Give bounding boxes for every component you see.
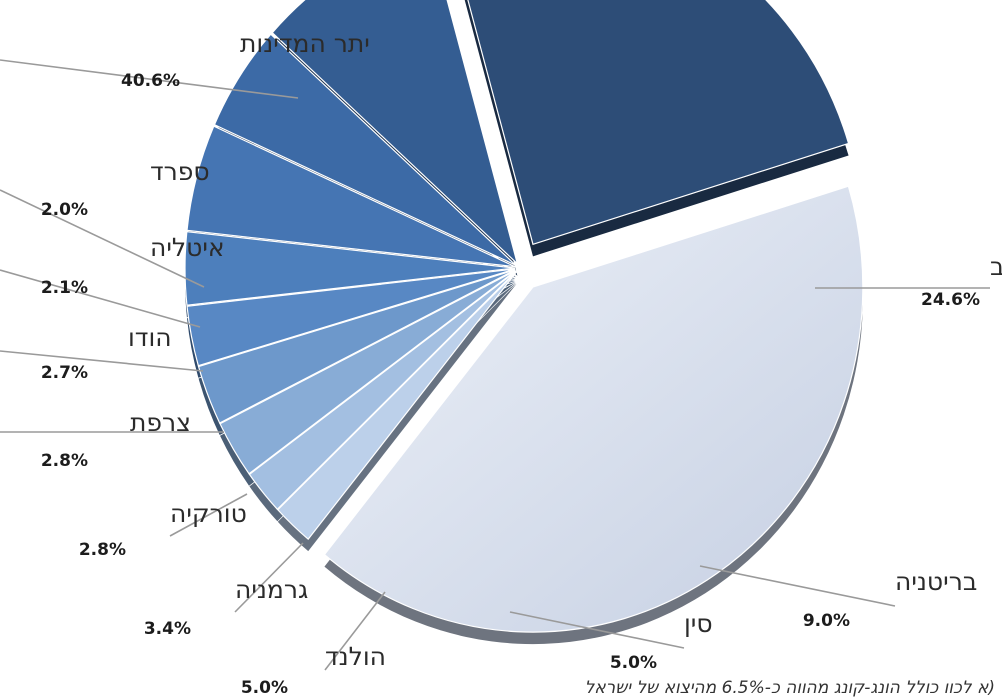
slice-label: ספרד [150, 157, 210, 186]
slice-value-label: 2.8% [41, 451, 88, 471]
leader-line [0, 59, 299, 99]
slice-value-label: 2.7% [41, 363, 88, 383]
slice-label: ארה"ב [990, 252, 1002, 281]
leader-line [0, 189, 205, 288]
slice-value-label: 3.4% [144, 619, 191, 639]
pie-slice [464, 0, 850, 257]
slice-value-label: 24.6% [921, 290, 980, 310]
pie-slice-face [467, 0, 850, 246]
pie-slice-face [184, 231, 516, 306]
pie-slice-face [276, 271, 518, 541]
pie-slice-face [271, 0, 519, 266]
pie-slice-face [186, 268, 516, 367]
pie-slice-face [213, 33, 517, 266]
pie-slice-face [219, 270, 517, 475]
slice-label: יתר המדינות [240, 29, 370, 58]
slice-label: סין [684, 609, 713, 638]
pie-slice [213, 33, 517, 278]
leader-line [509, 611, 685, 649]
slice-value-label: 40.6% [121, 71, 180, 91]
slice-label: גרמניה [235, 575, 308, 604]
slice-value-label: 2.0% [41, 200, 88, 220]
leader-line [324, 591, 386, 671]
leader-line [169, 493, 248, 537]
pie-slice [323, 185, 864, 645]
pie-slice-face [197, 269, 516, 424]
pie-slice-face [323, 185, 864, 633]
leader-line [699, 565, 896, 607]
pie-slice-face [186, 125, 516, 268]
leader-line [234, 542, 304, 613]
leader-line [0, 269, 201, 328]
slice-value-label: 9.0% [803, 611, 850, 631]
slice-value-label: 2.8% [79, 540, 126, 560]
slice-label: איטליה [150, 233, 225, 262]
slice-label: טורקיה [170, 499, 247, 528]
slice-label: צרפת [130, 408, 191, 437]
slice-value-label: 5.0% [610, 653, 657, 673]
footnote: א לכוו כולל הונג-קונג מהווה כ-6.5% מהיצו… [585, 678, 995, 698]
slice-value-label: 2.1% [41, 278, 88, 298]
slice-label: הולנד [325, 642, 386, 671]
slice-label: הודו [128, 323, 172, 352]
pie-slice [271, 0, 519, 276]
pie-slice-face [248, 270, 517, 511]
slice-value-label: 5.0% [241, 678, 288, 698]
leader-line [0, 350, 204, 372]
pie-slice [276, 271, 518, 552]
slice-label: בריטניה [895, 567, 977, 596]
